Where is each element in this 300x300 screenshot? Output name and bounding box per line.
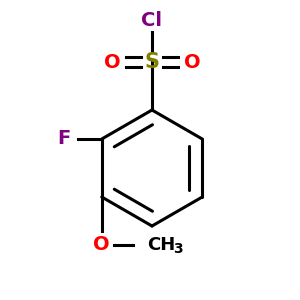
Text: Cl: Cl xyxy=(142,11,163,29)
Text: 3: 3 xyxy=(173,242,182,256)
Text: F: F xyxy=(57,130,70,148)
Text: CH: CH xyxy=(147,236,175,254)
Text: S: S xyxy=(145,52,160,72)
Text: O: O xyxy=(104,52,120,71)
Text: O: O xyxy=(94,236,110,254)
Text: O: O xyxy=(184,52,200,71)
